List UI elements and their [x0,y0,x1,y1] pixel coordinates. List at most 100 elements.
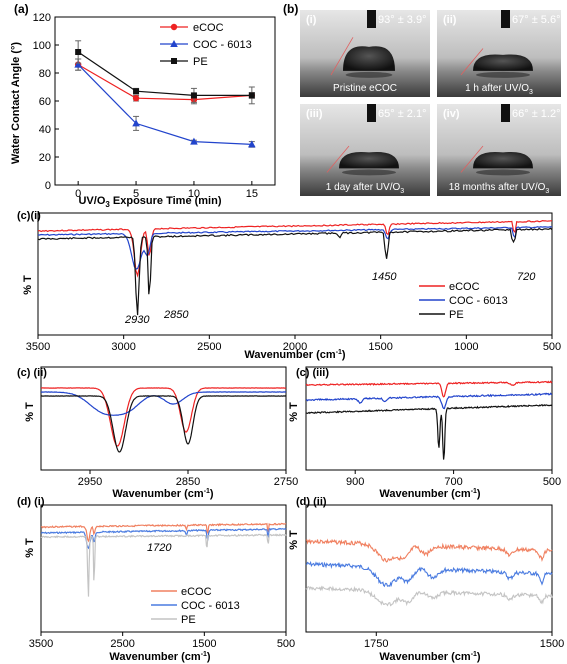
plot-frame [305,366,553,471]
panel-b: (b) (i) 93° ± 3.9° Pristine eCOC (ii) 67° ± … [283,2,561,196]
water-drop [473,54,533,71]
y-tick-label: 80 [39,68,51,80]
panel-a-label: (a) [14,2,29,16]
contact-angle-value: 67° ± 5.6° [512,14,560,26]
y-tick-label: 100 [33,40,51,52]
legend-entry: eCOC [449,281,480,293]
peak-annotation: 720 [517,271,536,283]
legend-entry: COC - 6013 [181,600,240,612]
spectrum-coc [305,392,552,410]
data-point [190,137,198,145]
peak-annotation: 1450 [372,271,397,283]
photo-index: (i) [306,14,317,26]
panel-c-ii-label: (c) (ii) [17,367,47,379]
photo-background [437,10,561,97]
panel-a-axes: 0 20 40 60 80 100 120 0 5 10 15 [33,12,276,200]
spectrum-pe [305,585,553,607]
spectrum-coc [38,226,553,270]
legend-entry: eCOC [193,22,224,34]
photo-2: (ii) 67° ± 5.6° 1 h after UV/O3 [437,10,561,97]
data-point [133,88,140,95]
contact-angle-value: 65° ± 2.1° [378,108,426,120]
data-point [132,95,140,102]
plot-frame [40,366,287,471]
peak-annotation: 1720 [147,542,172,554]
panel-d-i-xlabel: Wavenumber (cm-1) [109,651,211,663]
panel-c-i-ylabel: % T [22,275,34,295]
photo-caption: 1 h after UV/O3 [465,83,533,96]
panel-c-ii-axes: 2950 2850 2750 [40,366,298,488]
needle [367,104,376,122]
photo-caption: Pristine eCOC [333,83,397,94]
legend-entry: COC - 6013 [449,295,508,307]
series-line-COC-6013 [77,64,252,145]
plot-frame [40,504,287,633]
photo-1: (i) 93° ± 3.9° Pristine eCOC [300,10,430,97]
x-tick-label: 500 [277,638,295,650]
legend-marker [170,23,178,31]
data-point [132,119,140,127]
spectrum-ecoc [40,387,287,447]
x-tick-label: 2750 [274,476,298,488]
spectrum-pe [37,227,553,316]
data-point [248,92,255,99]
series-line-eCOC [77,64,252,101]
x-tick-label: 3500 [26,341,50,353]
contact-angle-photos: (i) 93° ± 3.9° Pristine eCOC (ii) 67° ± 5.6°… [300,10,561,196]
data-point [74,60,82,68]
photo-caption: 1 day after UV/O3 [326,182,404,195]
panel-a-ylabel: Water Contact Angle (°) [10,42,22,164]
x-tick-label: 3000 [111,341,135,353]
photo-index: (iv) [443,108,460,120]
panel-d-ii-ylabel: % T [288,530,300,550]
series-line-PE [77,51,252,97]
peak-annotation: 2850 [163,309,189,321]
x-tick-label: 1500 [368,341,392,353]
water-drop [339,151,399,169]
x-tick-label: 1750 [364,638,388,650]
legend-entry: COC - 6013 [193,39,252,51]
tangent-line [326,145,350,173]
x-tick-label: 900 [346,476,364,488]
panel-d-i-label: (d) (i) [17,496,45,508]
spectrum-pe [305,403,553,460]
spectrum-coc [305,560,553,588]
x-tick-label: 500 [543,341,561,353]
panel-c-iii-label: (c) (iii) [296,367,329,379]
drop-reflection [476,169,530,176]
spectrum-coc [40,527,287,550]
spectrum-ecoc [40,522,287,543]
x-tick-label: 500 [543,476,561,488]
spectrum-ecoc [305,538,553,563]
panel-d-i-axes: 3500 2500 1500 500 1720 eCOC COC - 6013 PE [29,504,295,650]
water-drop [473,151,533,169]
plot-frame [305,504,553,633]
photo-index: (ii) [443,14,457,26]
photo-4: (iv) 66° ± 1.2° 18 months after UV/O3 [437,104,561,196]
legend-entry: PE [193,56,208,68]
panel-c-ii: (c) (ii) % T 2950 2850 2750 Wavenumber (cm… [17,366,298,500]
legend-marker [170,40,178,47]
panel-c-iii-ylabel: % T [288,402,300,422]
x-tick-label: 700 [444,476,462,488]
needle [501,10,510,28]
x-tick-label: 15 [246,188,258,200]
drop-reflection [345,71,393,78]
y-tick-label: 0 [45,180,51,192]
legend-entry: PE [449,309,464,321]
data-point [190,92,197,99]
contact-angle-value: 66° ± 1.2° [512,108,560,120]
x-tick-label: 1500 [540,638,564,650]
y-tick-label: 20 [39,152,51,164]
spectrum-ecoc [37,219,553,278]
contact-angle-value: 93° ± 3.9° [378,14,426,26]
spectrum-coc [40,391,287,416]
panel-c-ii-xlabel: Wavenumber (cm-1) [112,488,214,500]
data-point [75,49,82,55]
panel-d-i-ylabel: % T [24,538,36,558]
panel-d-ii-axes: 1750 1500 [305,504,564,650]
spectrum-ecoc [305,380,553,398]
water-drop [343,46,395,71]
x-tick-label: 5 [133,188,139,200]
